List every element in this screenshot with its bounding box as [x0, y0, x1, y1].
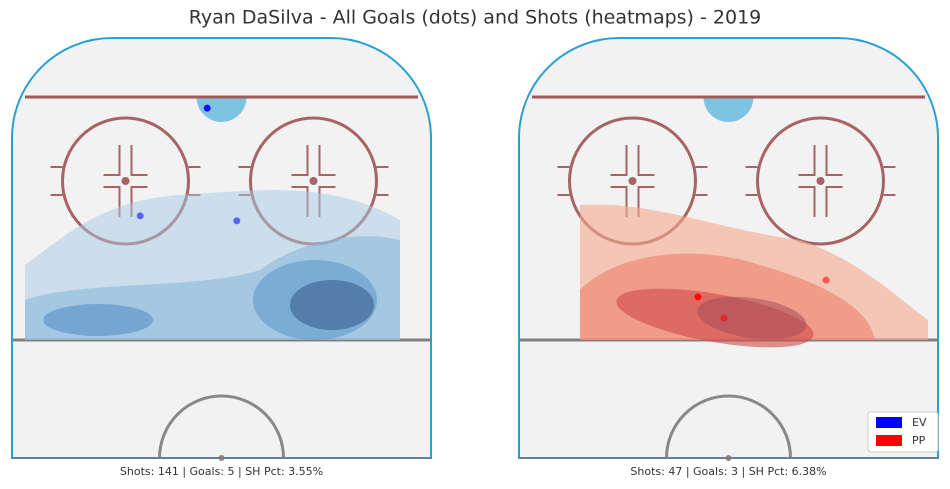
- hash-mark: [130, 145, 148, 176]
- hash-mark: [291, 145, 309, 176]
- hash-mark: [825, 186, 843, 217]
- goal-dot: [720, 314, 728, 322]
- hash-mark: [825, 145, 843, 176]
- faceoff-dot: [816, 177, 825, 185]
- neutral-circle: [665, 394, 792, 459]
- crease: [196, 97, 247, 122]
- goal-dot: [822, 276, 830, 284]
- heat-level: [697, 296, 807, 340]
- heat-level: [43, 304, 153, 336]
- caption: Shots: 47 | Goals: 3 | SH Pct: 6.38%: [630, 465, 826, 478]
- hash-mark: [610, 145, 628, 176]
- goal-dot: [203, 104, 211, 112]
- hash-mark: [103, 145, 121, 176]
- shot-heatmap: [25, 190, 400, 340]
- heat-level: [290, 280, 374, 330]
- faceoff-dot: [309, 177, 318, 185]
- shot-heatmap: [580, 204, 928, 348]
- legend: EV PP: [867, 411, 939, 453]
- hash-mark: [103, 186, 121, 217]
- crease: [703, 97, 754, 122]
- caption: Shots: 141 | Goals: 5 | SH Pct: 3.55%: [120, 465, 323, 478]
- hash-mark: [798, 186, 816, 217]
- figure-title: Ryan DaSilva - All Goals (dots) and Shot…: [189, 7, 762, 29]
- goals: [694, 276, 830, 322]
- legend-label: PP: [912, 434, 926, 447]
- legend-swatch: [876, 435, 902, 446]
- hash-mark: [798, 145, 816, 176]
- neutral-circle: [158, 394, 285, 459]
- goal-dot: [233, 217, 241, 225]
- faceoff-dot: [121, 177, 130, 185]
- legend-label: EV: [912, 416, 927, 429]
- goal-dot: [694, 293, 702, 301]
- hash-mark: [318, 145, 336, 176]
- goal-dot: [136, 212, 144, 220]
- faceoff-dot: [628, 177, 637, 185]
- faceoff-circle: [756, 116, 885, 246]
- hash-mark: [637, 186, 655, 217]
- legend-swatch: [876, 417, 902, 428]
- goals: [136, 104, 241, 225]
- hash-mark: [637, 145, 655, 176]
